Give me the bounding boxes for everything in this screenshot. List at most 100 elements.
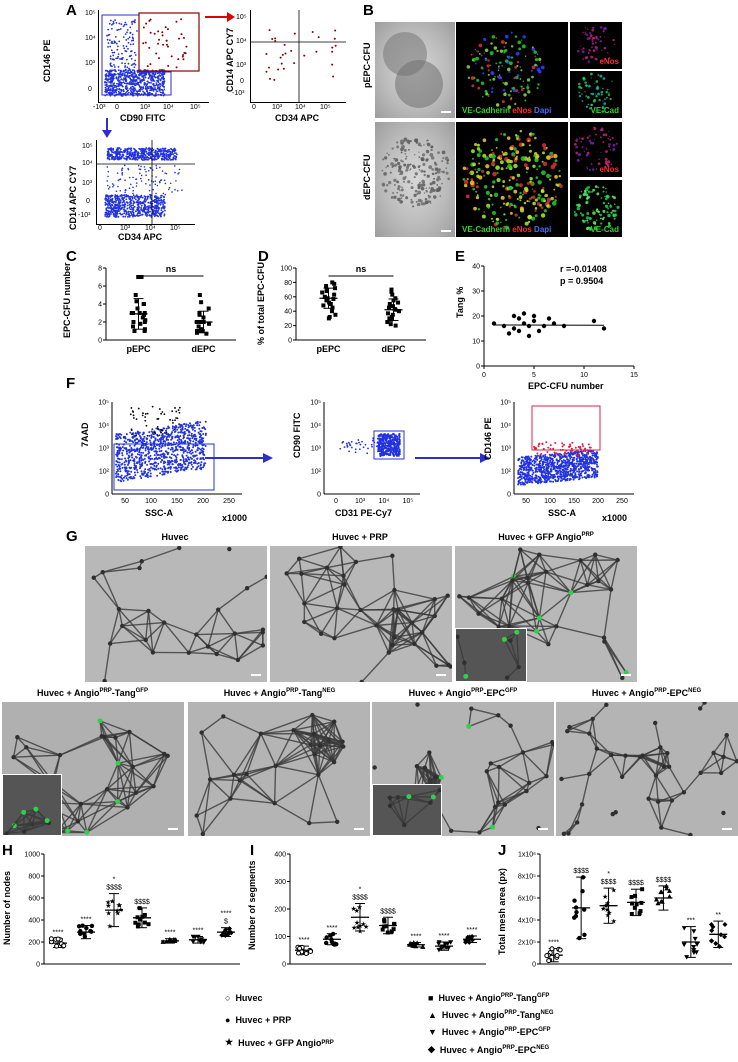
a2-xlabel: CD34 APC bbox=[275, 113, 320, 123]
flow-event bbox=[125, 441, 128, 444]
x-tick-label: 200 bbox=[592, 498, 604, 505]
flow-event bbox=[156, 474, 159, 477]
cell bbox=[611, 80, 613, 82]
flow-event bbox=[161, 411, 164, 413]
cell bbox=[598, 158, 600, 161]
cell bbox=[510, 90, 512, 93]
flow-event bbox=[111, 51, 114, 54]
cell bbox=[605, 96, 608, 99]
flow-event bbox=[159, 453, 162, 456]
flow-event bbox=[135, 194, 138, 197]
x-tick-label: 50 bbox=[121, 498, 129, 505]
flow-event bbox=[117, 185, 119, 188]
cell bbox=[511, 176, 515, 180]
flow-event bbox=[125, 212, 128, 215]
cell bbox=[400, 151, 403, 154]
flow-event bbox=[155, 465, 158, 468]
flow-event bbox=[184, 425, 187, 428]
flow-event bbox=[153, 454, 156, 457]
flow-event bbox=[174, 171, 176, 174]
flow-event bbox=[112, 42, 114, 45]
cell bbox=[509, 175, 513, 179]
cell bbox=[495, 146, 498, 149]
flow-event bbox=[110, 195, 113, 198]
cell bbox=[584, 84, 588, 87]
flow-event bbox=[146, 476, 149, 479]
flow-event bbox=[107, 188, 110, 190]
flow-event bbox=[170, 147, 172, 150]
cell bbox=[515, 89, 519, 93]
flow-event bbox=[146, 195, 149, 198]
flow-event bbox=[164, 429, 167, 432]
flow-event bbox=[151, 76, 154, 78]
flow-event bbox=[570, 456, 573, 459]
cell bbox=[410, 198, 413, 201]
flow-event bbox=[190, 434, 193, 437]
flow-event bbox=[153, 73, 156, 76]
cell bbox=[594, 82, 596, 84]
cell bbox=[501, 100, 505, 104]
cell bbox=[592, 211, 596, 215]
flow-event bbox=[150, 153, 153, 155]
cell bbox=[398, 166, 402, 170]
flow-event bbox=[159, 153, 162, 156]
flow-event bbox=[163, 207, 166, 210]
flow-event bbox=[134, 92, 137, 95]
flow-event bbox=[143, 148, 145, 151]
cell bbox=[404, 152, 407, 155]
flow-event bbox=[139, 172, 141, 175]
flow-event bbox=[157, 42, 160, 45]
cell bbox=[518, 183, 523, 188]
flow-event bbox=[138, 157, 140, 159]
flow-event bbox=[106, 209, 109, 212]
cell bbox=[575, 151, 579, 155]
flow-event bbox=[144, 76, 147, 79]
flow-event bbox=[109, 196, 112, 199]
flow-event bbox=[105, 77, 108, 80]
flow-event bbox=[149, 155, 152, 158]
a3-ytick: 0 bbox=[86, 198, 90, 205]
flow-event bbox=[124, 68, 127, 71]
cell bbox=[520, 69, 523, 72]
flow-event bbox=[192, 446, 195, 449]
flow-event bbox=[121, 153, 124, 156]
cell bbox=[596, 48, 598, 51]
flow-event bbox=[119, 84, 122, 86]
flow-event bbox=[125, 39, 128, 41]
flow-event bbox=[112, 156, 114, 159]
flow-event bbox=[148, 91, 151, 94]
cell bbox=[505, 218, 508, 221]
cell bbox=[536, 86, 539, 90]
flow-event bbox=[118, 458, 121, 461]
flow-event bbox=[130, 212, 133, 215]
cell bbox=[476, 78, 480, 82]
flow-event bbox=[196, 422, 199, 425]
flow-event bbox=[116, 465, 119, 468]
flow-event bbox=[107, 86, 110, 89]
cell bbox=[574, 143, 577, 146]
flow-event bbox=[136, 158, 139, 161]
a1-xlabel: CD90 FITC bbox=[120, 113, 166, 123]
flow-event bbox=[139, 156, 142, 159]
a2-plot bbox=[250, 10, 346, 103]
cell bbox=[428, 195, 432, 198]
flow-event bbox=[119, 201, 122, 204]
flow-event bbox=[191, 451, 194, 454]
cell bbox=[534, 214, 538, 218]
flow-event bbox=[149, 202, 152, 205]
flow-event bbox=[111, 157, 114, 160]
flow-event bbox=[163, 156, 166, 159]
y-tick-label: 20 bbox=[284, 323, 292, 330]
cell bbox=[509, 211, 513, 215]
cell bbox=[608, 92, 610, 94]
cell bbox=[586, 168, 589, 170]
flow-event bbox=[149, 167, 152, 170]
flow-event bbox=[162, 192, 165, 195]
flow-event bbox=[135, 76, 138, 78]
flow-event bbox=[104, 69, 107, 72]
flow-event bbox=[126, 75, 129, 78]
cell bbox=[418, 169, 421, 171]
flow-event bbox=[132, 213, 135, 216]
flow-event bbox=[181, 446, 184, 449]
cell bbox=[602, 133, 606, 137]
